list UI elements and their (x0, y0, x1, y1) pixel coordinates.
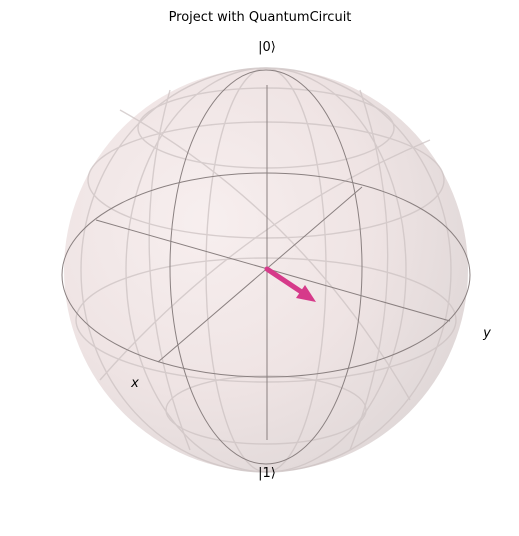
state-vector-arrow (264, 266, 316, 302)
sphere-grid (75, 67, 457, 473)
figure-title: Project with QuantumCircuit (169, 10, 352, 25)
equator-circle (61, 172, 471, 378)
ket-zero-label: |0⟩ (258, 40, 276, 55)
y-axis-label: y (482, 326, 491, 341)
x-axis-label: x (130, 376, 139, 391)
sphere-wireframe (61, 69, 471, 465)
ket-one-label: |1⟩ (258, 466, 276, 481)
y-axis-line (157, 186, 363, 363)
meridian-yz (169, 69, 363, 465)
